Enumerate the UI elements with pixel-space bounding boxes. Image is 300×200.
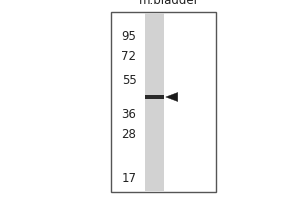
Polygon shape [166, 92, 178, 102]
Text: 72: 72 [122, 49, 136, 62]
Text: 55: 55 [122, 73, 136, 86]
Text: 28: 28 [122, 128, 136, 140]
Text: 95: 95 [122, 29, 136, 43]
Bar [145, 95, 164, 99]
Text: 17: 17 [122, 171, 136, 184]
Text: 36: 36 [122, 108, 136, 120]
Bar [111, 12, 216, 192]
Text: m.bladder: m.bladder [139, 0, 200, 7]
Bar [145, 13, 164, 191]
